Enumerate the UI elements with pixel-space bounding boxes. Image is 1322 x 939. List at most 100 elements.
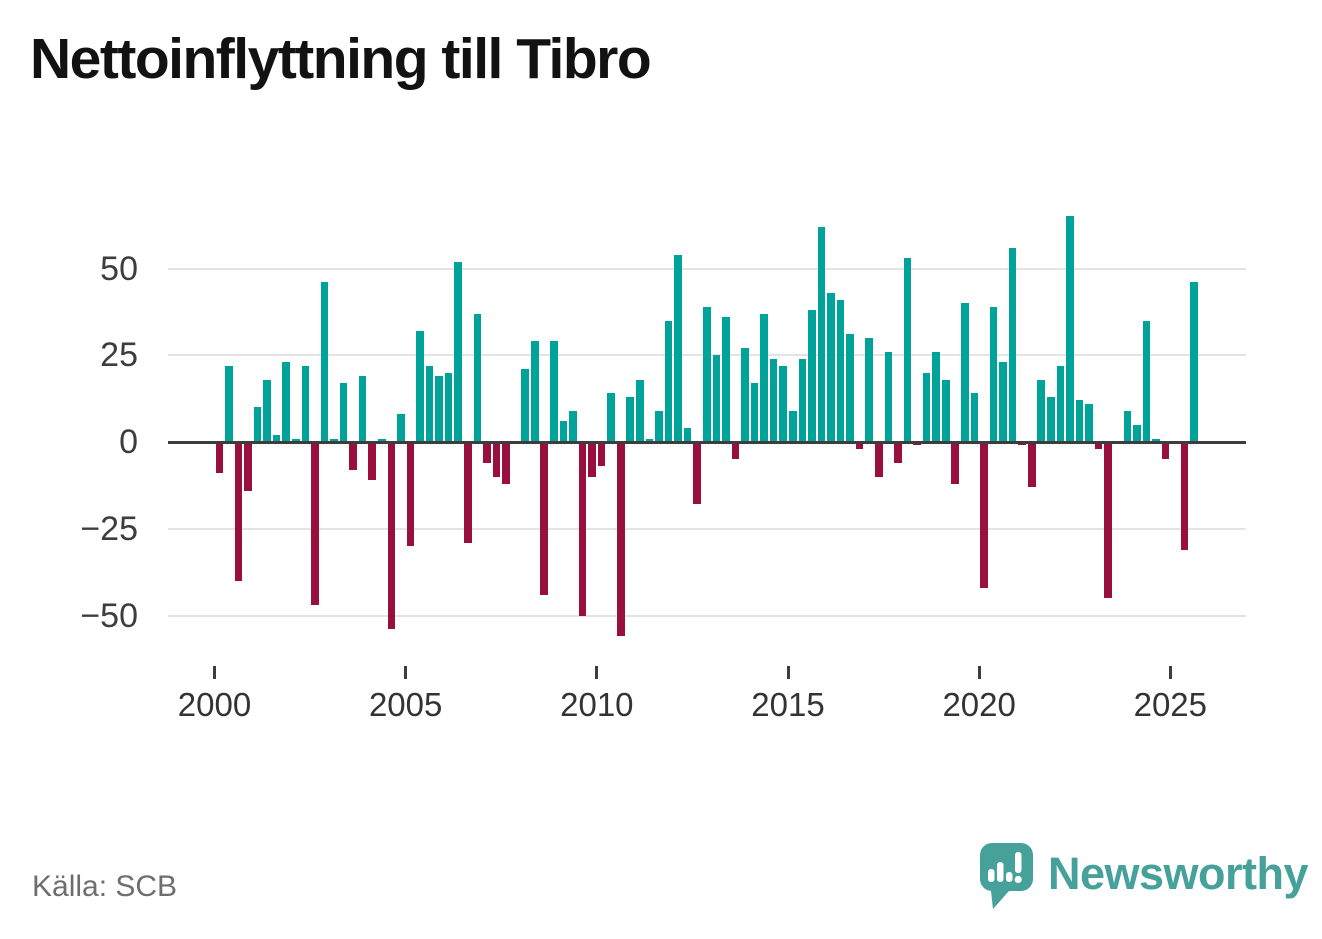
bar-2002Q4 — [320, 282, 329, 442]
x-axis-label-2015: 2015 — [751, 686, 825, 723]
bar-2011Q1 — [636, 379, 644, 442]
bar-2011Q4 — [664, 320, 673, 442]
bar-2014Q4 — [779, 365, 788, 442]
bar-2007Q3 — [502, 442, 510, 484]
bar-2015Q1 — [788, 410, 797, 442]
bar-2016Q4 — [855, 442, 864, 449]
bar-2019Q4 — [970, 393, 979, 442]
bar-2021Q4 — [1047, 396, 1055, 442]
bar-2011Q2 — [645, 438, 654, 442]
bar-2003Q4 — [358, 376, 367, 442]
bar-2022Q2 — [1066, 216, 1074, 442]
x-axis-label-2005: 2005 — [368, 686, 443, 723]
bar-2017Q1 — [865, 337, 874, 442]
bar-2017Q2 — [875, 442, 883, 477]
brand-name: Newsworthy — [1048, 847, 1309, 899]
bar-2021Q1 — [1018, 442, 1026, 446]
bar-2021Q3 — [1037, 379, 1046, 442]
bar-2006Q3 — [464, 442, 472, 543]
bar-2000Q1 — [215, 442, 224, 474]
bar-2016Q3 — [846, 334, 854, 442]
bar-2015Q3 — [808, 310, 816, 442]
bar-2018Q1 — [903, 258, 912, 442]
gridline--25 — [168, 527, 1246, 530]
bar-2014Q3 — [769, 358, 778, 442]
bar-2002Q2 — [301, 365, 310, 442]
bar-2022Q3 — [1075, 400, 1084, 442]
bar-2009Q1 — [559, 421, 568, 442]
bar-2004Q3 — [387, 442, 396, 630]
y-axis-label-50: 50 — [100, 249, 138, 288]
bar-2005Q2 — [416, 330, 424, 442]
bar-2016Q1 — [827, 292, 835, 442]
bar-2023Q1 — [1094, 442, 1103, 449]
bar-2008Q3 — [540, 442, 549, 595]
bar-2010Q2 — [607, 393, 615, 442]
bar-2019Q2 — [951, 442, 960, 484]
bar-2001Q3 — [272, 435, 281, 442]
bar-2005Q4 — [435, 376, 443, 442]
bar-2008Q2 — [530, 341, 539, 442]
bar-2013Q2 — [722, 317, 730, 442]
bar-2003Q3 — [349, 442, 357, 470]
bar-2022Q1 — [1056, 365, 1065, 442]
x-axis-label-2010: 2010 — [560, 686, 634, 723]
bar-2011Q3 — [655, 410, 663, 442]
x-axis-tick-2010 — [595, 666, 599, 679]
bar-2019Q3 — [961, 303, 969, 442]
bar-2006Q2 — [454, 261, 463, 442]
bar-2024Q1 — [1133, 424, 1141, 442]
bar-2025Q3 — [1190, 282, 1198, 442]
y-axis-label--50: −50 — [80, 596, 138, 635]
bar-2000Q2 — [225, 365, 233, 442]
bar-2005Q3 — [425, 365, 434, 442]
bar-2021Q2 — [1027, 442, 1036, 488]
bar-2020Q1 — [980, 442, 988, 588]
bar-2006Q1 — [444, 372, 453, 442]
bar-2001Q2 — [263, 379, 271, 442]
bar-2022Q4 — [1085, 403, 1093, 442]
bar-2012Q1 — [674, 254, 682, 442]
x-axis-tick-2005 — [404, 666, 408, 679]
x-axis-label-2000: 2000 — [177, 686, 252, 723]
bar-2002Q3 — [311, 442, 319, 606]
bar-2023Q4 — [1123, 410, 1132, 442]
newsworthy-logo[interactable]: Newsworthy — [980, 842, 1309, 910]
gridline-50 — [168, 267, 1246, 270]
bar-2012Q3 — [693, 442, 701, 505]
bar-2020Q4 — [1008, 247, 1017, 442]
bar-2003Q1 — [330, 438, 338, 442]
bar-2006Q4 — [473, 313, 482, 442]
bar-2009Q4 — [588, 442, 596, 477]
bar-2008Q4 — [550, 341, 558, 442]
newsworthy-speech-bubble-bar-chart-icon — [980, 843, 1033, 909]
bar-2000Q4 — [244, 442, 252, 491]
source-note: Källa: SCB — [32, 870, 178, 903]
x-axis-tick-2020 — [977, 666, 981, 679]
bar-2012Q4 — [702, 306, 711, 442]
bar-2012Q2 — [683, 428, 692, 442]
bar-2003Q2 — [339, 383, 348, 442]
bar-2016Q2 — [836, 299, 845, 442]
bar-2018Q3 — [922, 372, 931, 442]
bar-2010Q4 — [626, 396, 635, 442]
x-axis-label-2020: 2020 — [942, 686, 1016, 723]
bar-2024Q3 — [1152, 438, 1160, 442]
bar-2013Q3 — [731, 442, 740, 460]
bar-2018Q2 — [913, 442, 921, 446]
bar-2024Q4 — [1161, 442, 1170, 460]
bar-2014Q1 — [750, 383, 759, 442]
bar-2000Q3 — [234, 442, 243, 581]
bar-2017Q4 — [894, 442, 902, 463]
bar-2004Q2 — [377, 438, 386, 442]
bar-2020Q3 — [999, 362, 1007, 442]
x-axis-zero-line — [168, 440, 1246, 444]
bar-2007Q1 — [483, 442, 491, 463]
bar-2008Q1 — [521, 369, 529, 442]
chart-title: Nettoinflyttning till Tibro — [30, 27, 652, 91]
bar-2009Q3 — [578, 442, 587, 616]
bar-2004Q4 — [397, 414, 405, 442]
bar-2019Q1 — [941, 379, 950, 442]
